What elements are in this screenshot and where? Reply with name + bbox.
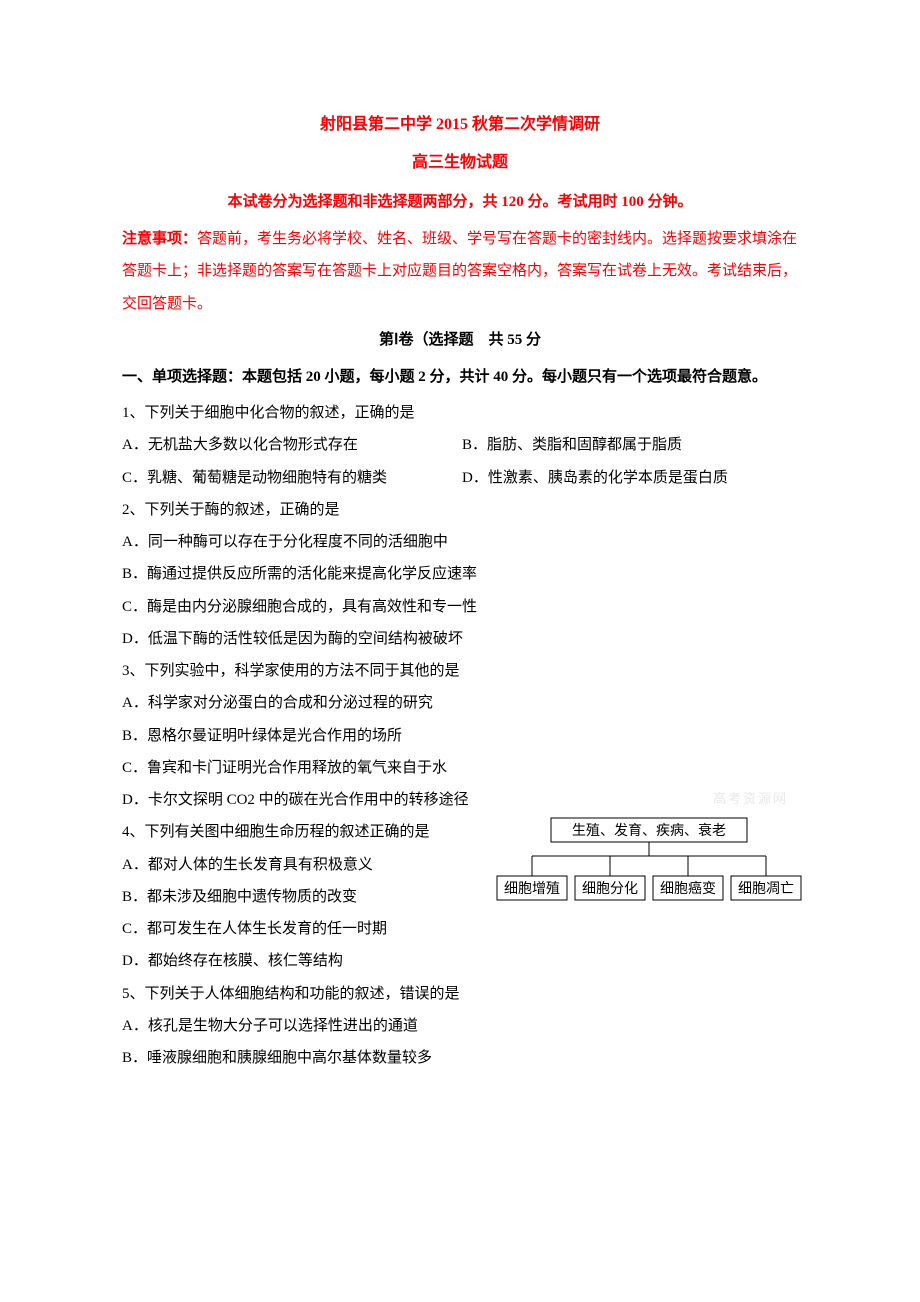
- svg-text:细胞增殖: 细胞增殖: [504, 880, 560, 897]
- exam-notice: 注意事项：答题前，考生务必将学校、姓名、班级、学号写在答题卡的密封线内。选择题按…: [122, 223, 798, 320]
- q1-opt-a: A．无机盐大多数以化合物形式存在: [122, 429, 462, 461]
- svg-text:生殖、发育、疾病、衰老: 生殖、发育、疾病、衰老: [572, 822, 726, 839]
- exam-title: 射阳县第二中学 2015 秋第二次学情调研: [122, 110, 798, 134]
- q2-opt-c: C．酶是由内分泌腺细胞合成的，具有高效性和专一性: [122, 591, 798, 623]
- svg-text:细胞分化: 细胞分化: [582, 881, 638, 897]
- q1-opt-c: C．乳糖、葡萄糖是动物细胞特有的糖类: [122, 462, 462, 494]
- q2-opt-d: D．低温下酶的活性较低是因为酶的空间结构被破坏: [122, 623, 798, 655]
- diagram-svg: 生殖、发育、疾病、衰老 细胞增殖 细胞分化 细胞癌变 细胞凋亡: [495, 816, 803, 911]
- q3-opt-a: A．科学家对分泌蛋白的合成和分泌过程的研究: [122, 687, 798, 719]
- q2-opt-a: A．同一种酶可以存在于分化程度不同的活细胞中: [122, 526, 798, 558]
- svg-text:细胞癌变: 细胞癌变: [660, 881, 716, 897]
- q3-opt-b: B．恩格尔曼证明叶绿体是光合作用的场所: [122, 720, 798, 752]
- section1-intro: 一、单项选择题：本题包括 20 小题，每小题 2 分，共计 40 分。每小题只有…: [122, 361, 798, 393]
- notice-label: 注意事项：: [122, 231, 197, 247]
- q5-stem: 5、下列关于人体细胞结构和功能的叙述，错误的是: [122, 978, 798, 1010]
- q3-stem: 3、下列实验中，科学家使用的方法不同于其他的是: [122, 655, 798, 687]
- exam-subtitle: 高三生物试题: [122, 148, 798, 172]
- q1-opt-b: B．脂肪、类脂和固醇都属于脂质: [462, 429, 798, 461]
- notice-body: 答题前，考生务必将学校、姓名、班级、学号写在答题卡的密封线内。选择题按要求填涂在…: [122, 231, 797, 312]
- exam-page: 射阳县第二中学 2015 秋第二次学情调研 高三生物试题 本试卷分为选择题和非选…: [0, 0, 920, 1134]
- cell-lifecycle-diagram: 生殖、发育、疾病、衰老 细胞增殖 细胞分化 细胞癌变 细胞凋亡: [495, 816, 803, 911]
- q1-row2: C．乳糖、葡萄糖是动物细胞特有的糖类 D．性激素、胰岛素的化学本质是蛋白质: [122, 462, 798, 494]
- watermark-text: 高考资源网: [713, 788, 788, 807]
- q1-stem: 1、下列关于细胞中化合物的叙述，正确的是: [122, 397, 798, 429]
- q5-opt-b: B．唾液腺细胞和胰腺细胞中高尔基体数量较多: [122, 1042, 798, 1074]
- q3-opt-d: D．卡尔文探明 CO2 中的碳在光合作用中的转移途径: [122, 784, 798, 816]
- section1-header: 第Ⅰ卷（选择题 共 55 分: [122, 328, 798, 349]
- q4-opt-c: C．都可发生在人体生长发育的任一时期: [122, 913, 798, 945]
- q4-opt-d: D．都始终存在核膜、核仁等结构: [122, 945, 798, 977]
- q1-row1: A．无机盐大多数以化合物形式存在 B．脂肪、类脂和固醇都属于脂质: [122, 429, 798, 461]
- exam-instruction: 本试卷分为选择题和非选择题两部分，共 120 分。考试用时 100 分钟。: [122, 190, 798, 211]
- q2-opt-b: B．酶通过提供反应所需的活化能来提高化学反应速率: [122, 558, 798, 590]
- svg-text:细胞凋亡: 细胞凋亡: [738, 881, 794, 897]
- q5-opt-a: A．核孔是生物大分子可以选择性进出的通道: [122, 1010, 798, 1042]
- q1-opt-d: D．性激素、胰岛素的化学本质是蛋白质: [462, 462, 798, 494]
- q2-stem: 2、下列关于酶的叙述，正确的是: [122, 494, 798, 526]
- q3-opt-c: C．鲁宾和卡门证明光合作用释放的氧气来自于水: [122, 752, 798, 784]
- q4-block: 高考资源网 生殖、发育、疾病、衰老 细胞增殖 细胞分化 细胞癌变 细胞凋亡: [122, 816, 798, 977]
